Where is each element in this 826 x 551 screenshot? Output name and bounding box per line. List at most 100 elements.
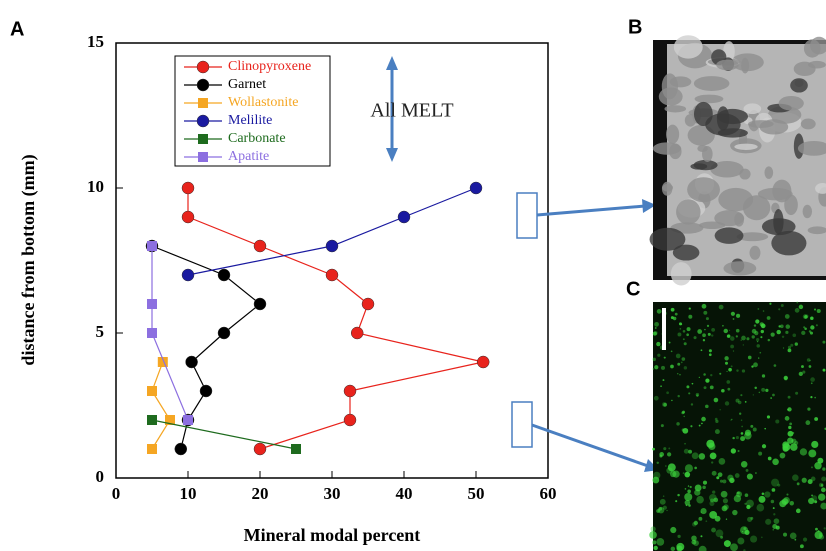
speck bbox=[678, 322, 682, 326]
speck bbox=[731, 418, 733, 420]
speck bbox=[691, 452, 699, 460]
speck bbox=[751, 365, 754, 368]
speck bbox=[681, 357, 686, 361]
speck bbox=[741, 335, 746, 341]
link-arrow bbox=[531, 199, 659, 472]
speck bbox=[746, 473, 753, 480]
image-c-texture bbox=[649, 301, 826, 551]
speck bbox=[732, 350, 735, 352]
point bbox=[361, 297, 375, 311]
speck bbox=[750, 516, 754, 520]
speck bbox=[810, 476, 816, 482]
speck bbox=[693, 336, 697, 340]
speck bbox=[780, 304, 784, 307]
grain bbox=[673, 35, 703, 59]
point bbox=[199, 384, 213, 398]
speck bbox=[740, 436, 746, 442]
speck bbox=[730, 448, 736, 454]
speck bbox=[709, 385, 714, 390]
x-tick-label: 30 bbox=[324, 484, 341, 503]
speck bbox=[799, 544, 804, 549]
speck bbox=[684, 442, 686, 445]
panel-label: A bbox=[10, 18, 24, 40]
grain bbox=[741, 57, 750, 74]
speck bbox=[756, 344, 760, 348]
speck bbox=[720, 490, 728, 498]
speck bbox=[711, 328, 716, 332]
speck bbox=[652, 331, 657, 336]
speck bbox=[804, 314, 809, 319]
speck bbox=[782, 441, 790, 449]
speck bbox=[765, 388, 769, 392]
speck bbox=[652, 540, 657, 545]
speck bbox=[687, 485, 690, 487]
speck bbox=[740, 419, 743, 421]
speck bbox=[686, 385, 690, 389]
speck bbox=[777, 483, 781, 487]
speck bbox=[770, 332, 775, 337]
speck bbox=[706, 324, 710, 327]
speck bbox=[688, 307, 691, 310]
grain bbox=[664, 105, 687, 113]
legend bbox=[174, 55, 331, 167]
speck bbox=[744, 502, 747, 505]
speck bbox=[723, 540, 731, 548]
speck bbox=[810, 316, 814, 321]
grain bbox=[658, 87, 683, 106]
speck bbox=[762, 310, 765, 312]
point bbox=[325, 268, 339, 282]
speck bbox=[737, 450, 740, 453]
speck bbox=[775, 419, 780, 424]
speck bbox=[818, 482, 824, 488]
speck bbox=[688, 314, 693, 319]
point bbox=[217, 268, 231, 282]
speck bbox=[732, 318, 735, 320]
speck bbox=[737, 400, 742, 405]
speck bbox=[744, 401, 747, 403]
speck bbox=[767, 456, 772, 461]
grain bbox=[815, 183, 826, 194]
sample-box bbox=[511, 401, 533, 448]
speck bbox=[771, 478, 780, 487]
speck bbox=[788, 425, 792, 430]
speck bbox=[770, 499, 775, 504]
speck bbox=[755, 472, 757, 474]
y-tick-label: 5 bbox=[96, 322, 105, 341]
grain bbox=[684, 114, 696, 127]
speck bbox=[670, 526, 677, 534]
speck bbox=[667, 452, 672, 457]
speck bbox=[740, 432, 744, 435]
speck bbox=[662, 495, 665, 497]
speck bbox=[722, 498, 729, 504]
speck bbox=[696, 495, 704, 504]
speck bbox=[808, 330, 812, 333]
point bbox=[343, 384, 357, 398]
y-tick-label: 0 bbox=[96, 467, 105, 486]
speck bbox=[708, 349, 712, 353]
speck bbox=[735, 398, 740, 403]
series-line bbox=[187, 187, 477, 276]
speck bbox=[689, 485, 692, 489]
speck bbox=[805, 420, 811, 426]
speck bbox=[702, 333, 706, 338]
speck bbox=[802, 537, 808, 542]
speck bbox=[789, 501, 794, 506]
speck bbox=[714, 429, 720, 435]
speck bbox=[753, 362, 758, 368]
grain bbox=[652, 142, 682, 155]
speck bbox=[688, 392, 691, 395]
speck bbox=[700, 535, 703, 538]
point bbox=[147, 241, 157, 251]
speck bbox=[715, 529, 724, 538]
point bbox=[291, 444, 301, 454]
speck bbox=[727, 387, 731, 391]
speck bbox=[722, 479, 727, 484]
speck bbox=[820, 484, 824, 487]
speck bbox=[735, 328, 740, 333]
speck bbox=[724, 401, 730, 406]
speck bbox=[789, 422, 793, 426]
speck bbox=[653, 545, 658, 551]
series-line bbox=[151, 419, 297, 450]
grain bbox=[734, 212, 745, 227]
speck bbox=[770, 397, 773, 399]
